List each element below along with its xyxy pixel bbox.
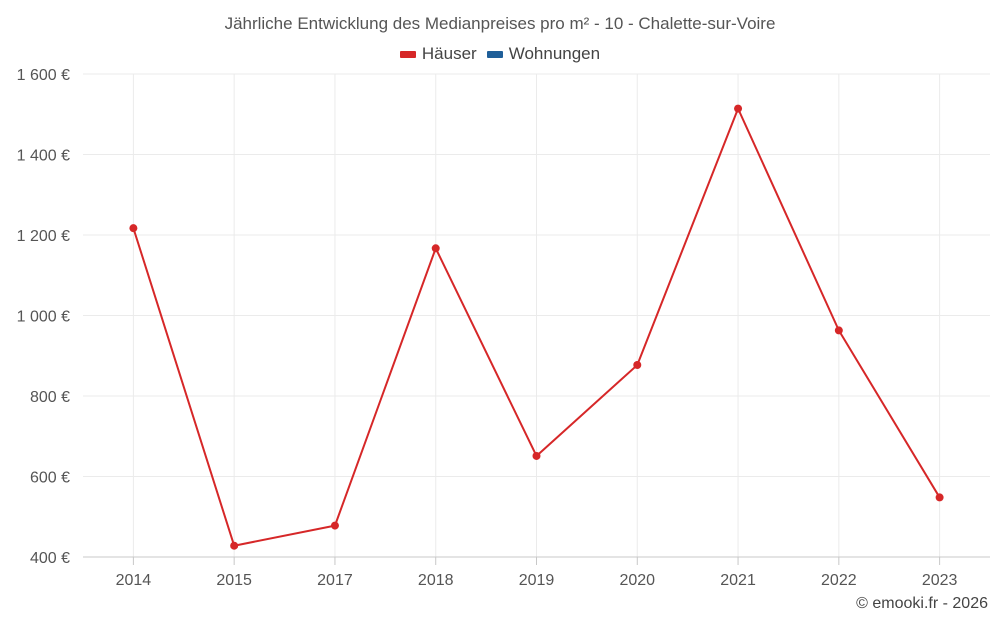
x-tick-label: 2023: [922, 572, 958, 589]
x-tick-label: 2020: [619, 572, 655, 589]
y-tick-label: 400 €: [30, 550, 70, 567]
y-tick-label: 1 600 €: [17, 67, 70, 84]
y-tick-label: 1 400 €: [17, 148, 70, 165]
legend-label-wohnungen: Wohnungen: [508, 44, 601, 63]
credit-text: © emooki.fr - 2026: [856, 595, 988, 612]
y-tick-label: 1 200 €: [17, 228, 70, 245]
x-axis-tick-labels: 2014 2015 2017 2018 2019 2020 2021 2022 2023: [116, 572, 958, 589]
data-point: [330, 521, 339, 530]
legend-item-wohnungen[interactable]: Wohnungen: [486, 44, 601, 64]
y-tick-label: 1 000 €: [17, 309, 70, 326]
chart-title: Jährliche Entwicklung des Medianpreises …: [224, 14, 776, 33]
x-tick-label: 2015: [216, 572, 252, 589]
legend-swatch-haeuser: [399, 50, 416, 58]
data-point: [734, 104, 743, 113]
legend-item-haeuser[interactable]: Häuser: [399, 44, 477, 64]
data-point: [129, 224, 138, 233]
legend-swatch-wohnungen: [486, 50, 503, 58]
x-tick-label: 2022: [821, 572, 857, 589]
legend-label-haeuser: Häuser: [421, 44, 477, 63]
data-point: [431, 244, 440, 253]
data-point: [230, 541, 239, 550]
x-tick-label: 2021: [720, 572, 756, 589]
x-tick-label: 2019: [519, 572, 555, 589]
data-points: [129, 104, 944, 550]
data-point: [633, 361, 642, 370]
data-point: [935, 493, 944, 502]
axes: [83, 556, 990, 565]
x-tick-label: 2017: [317, 572, 353, 589]
y-axis-tick-labels: 400 € 600 € 800 € 1 000 € 1 200 € 1 400 € 1 60…: [17, 67, 70, 567]
y-tick-label: 800 €: [30, 389, 70, 406]
data-point: [834, 326, 843, 335]
data-point: [532, 451, 541, 460]
x-tick-label: 2014: [116, 572, 152, 589]
grid-lines: [83, 73, 990, 557]
x-tick-label: 2018: [418, 572, 454, 589]
legend: Häuser Wohnungen: [0, 44, 1000, 64]
y-tick-label: 600 €: [30, 470, 70, 487]
